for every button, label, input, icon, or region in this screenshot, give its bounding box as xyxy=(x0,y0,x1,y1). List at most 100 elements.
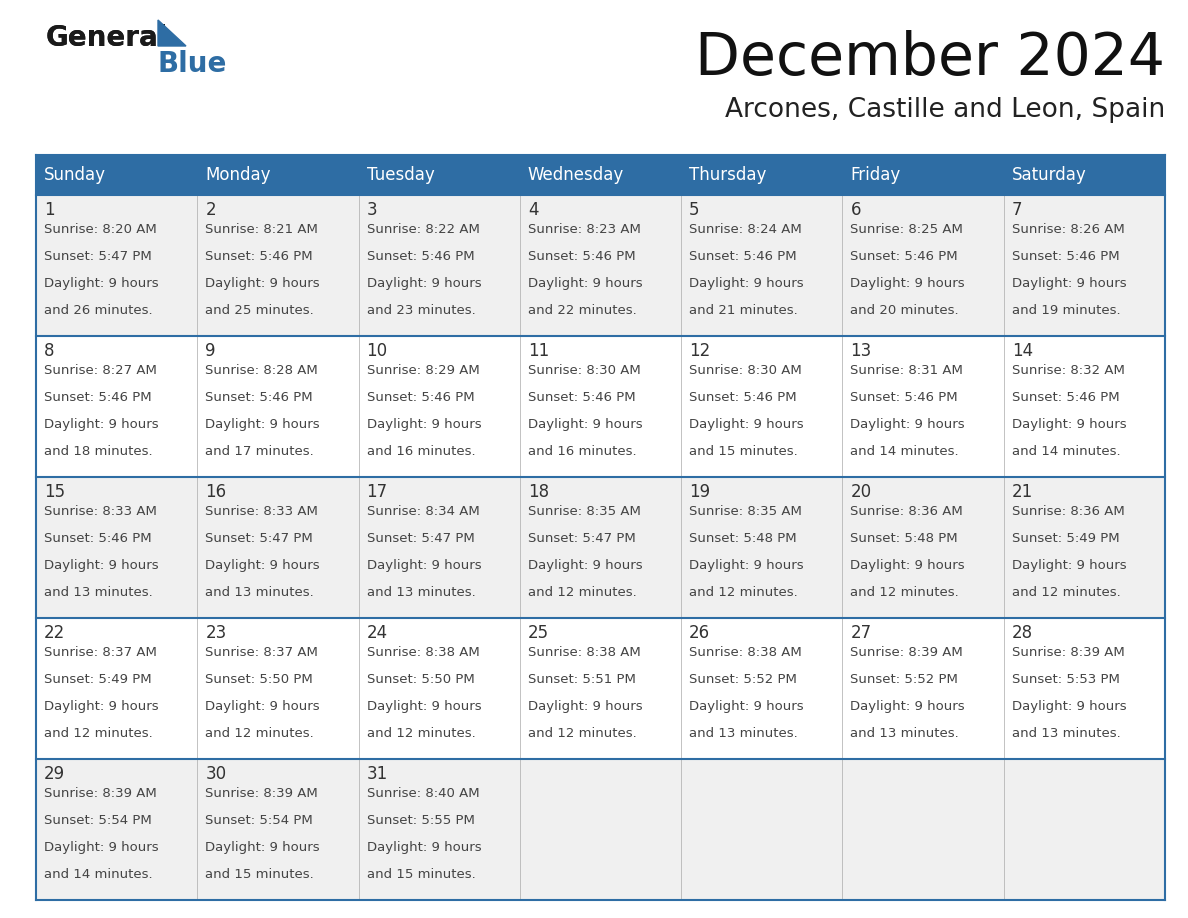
Text: Daylight: 9 hours: Daylight: 9 hours xyxy=(206,418,320,431)
Text: Sunset: 5:47 PM: Sunset: 5:47 PM xyxy=(206,532,312,545)
Text: Daylight: 9 hours: Daylight: 9 hours xyxy=(367,700,481,712)
Text: Daylight: 9 hours: Daylight: 9 hours xyxy=(689,418,804,431)
Text: Sunset: 5:46 PM: Sunset: 5:46 PM xyxy=(206,250,312,263)
Text: Sunrise: 8:36 AM: Sunrise: 8:36 AM xyxy=(851,505,963,518)
Text: 7: 7 xyxy=(1012,201,1022,219)
Text: Daylight: 9 hours: Daylight: 9 hours xyxy=(851,418,965,431)
Text: Sunset: 5:46 PM: Sunset: 5:46 PM xyxy=(44,391,152,404)
Text: 2: 2 xyxy=(206,201,216,219)
Text: Sunset: 5:49 PM: Sunset: 5:49 PM xyxy=(1012,532,1119,545)
Text: General: General xyxy=(46,24,169,52)
Text: Sunset: 5:47 PM: Sunset: 5:47 PM xyxy=(367,532,474,545)
Text: Daylight: 9 hours: Daylight: 9 hours xyxy=(206,700,320,712)
Text: Sunset: 5:46 PM: Sunset: 5:46 PM xyxy=(689,250,797,263)
Text: 11: 11 xyxy=(527,342,549,360)
Text: 9: 9 xyxy=(206,342,216,360)
Text: 24: 24 xyxy=(367,624,387,642)
Bar xyxy=(36,759,1165,900)
Text: Sunrise: 8:34 AM: Sunrise: 8:34 AM xyxy=(367,505,479,518)
Text: and 13 minutes.: and 13 minutes. xyxy=(206,586,314,599)
Text: Sunrise: 8:38 AM: Sunrise: 8:38 AM xyxy=(367,646,479,659)
Text: 8: 8 xyxy=(44,342,55,360)
Text: Arcones, Castille and Leon, Spain: Arcones, Castille and Leon, Spain xyxy=(725,97,1165,123)
Text: and 14 minutes.: and 14 minutes. xyxy=(44,868,152,880)
Text: Daylight: 9 hours: Daylight: 9 hours xyxy=(44,277,159,290)
Text: Sunset: 5:47 PM: Sunset: 5:47 PM xyxy=(44,250,152,263)
Text: and 15 minutes.: and 15 minutes. xyxy=(206,868,314,880)
Text: Sunset: 5:46 PM: Sunset: 5:46 PM xyxy=(367,250,474,263)
Text: 28: 28 xyxy=(1012,624,1032,642)
Text: Daylight: 9 hours: Daylight: 9 hours xyxy=(206,277,320,290)
Text: Sunrise: 8:33 AM: Sunrise: 8:33 AM xyxy=(44,505,157,518)
Text: Sunrise: 8:27 AM: Sunrise: 8:27 AM xyxy=(44,364,157,377)
Text: Sunset: 5:46 PM: Sunset: 5:46 PM xyxy=(367,391,474,404)
Text: 13: 13 xyxy=(851,342,872,360)
Text: and 22 minutes.: and 22 minutes. xyxy=(527,304,637,317)
Bar xyxy=(36,336,1165,477)
Text: Sunrise: 8:38 AM: Sunrise: 8:38 AM xyxy=(689,646,802,659)
Text: 4: 4 xyxy=(527,201,538,219)
Text: Sunset: 5:54 PM: Sunset: 5:54 PM xyxy=(44,814,152,827)
Text: Sunrise: 8:25 AM: Sunrise: 8:25 AM xyxy=(851,223,963,236)
Text: Sunset: 5:46 PM: Sunset: 5:46 PM xyxy=(851,250,958,263)
Text: Daylight: 9 hours: Daylight: 9 hours xyxy=(527,700,643,712)
Text: Daylight: 9 hours: Daylight: 9 hours xyxy=(367,418,481,431)
Text: 19: 19 xyxy=(689,483,710,501)
Text: Sunset: 5:46 PM: Sunset: 5:46 PM xyxy=(44,532,152,545)
Text: and 21 minutes.: and 21 minutes. xyxy=(689,304,798,317)
Text: Sunday: Sunday xyxy=(44,166,106,184)
Text: 27: 27 xyxy=(851,624,872,642)
Text: and 13 minutes.: and 13 minutes. xyxy=(367,586,475,599)
Text: 6: 6 xyxy=(851,201,861,219)
Text: Sunrise: 8:40 AM: Sunrise: 8:40 AM xyxy=(367,787,479,800)
Text: and 12 minutes.: and 12 minutes. xyxy=(1012,586,1120,599)
Text: Sunrise: 8:39 AM: Sunrise: 8:39 AM xyxy=(1012,646,1125,659)
Text: and 12 minutes.: and 12 minutes. xyxy=(689,586,798,599)
Text: Daylight: 9 hours: Daylight: 9 hours xyxy=(851,559,965,572)
Text: 31: 31 xyxy=(367,765,387,783)
Text: Daylight: 9 hours: Daylight: 9 hours xyxy=(1012,700,1126,712)
Text: Daylight: 9 hours: Daylight: 9 hours xyxy=(1012,277,1126,290)
Text: Sunrise: 8:24 AM: Sunrise: 8:24 AM xyxy=(689,223,802,236)
Text: Sunset: 5:54 PM: Sunset: 5:54 PM xyxy=(206,814,312,827)
Text: Sunrise: 8:26 AM: Sunrise: 8:26 AM xyxy=(1012,223,1125,236)
Text: Daylight: 9 hours: Daylight: 9 hours xyxy=(44,841,159,854)
Text: Daylight: 9 hours: Daylight: 9 hours xyxy=(851,700,965,712)
Text: Thursday: Thursday xyxy=(689,166,766,184)
Text: 17: 17 xyxy=(367,483,387,501)
Text: 18: 18 xyxy=(527,483,549,501)
Text: Sunset: 5:46 PM: Sunset: 5:46 PM xyxy=(206,391,312,404)
Text: Friday: Friday xyxy=(851,166,901,184)
Text: Sunset: 5:46 PM: Sunset: 5:46 PM xyxy=(1012,391,1119,404)
Text: 23: 23 xyxy=(206,624,227,642)
Text: and 14 minutes.: and 14 minutes. xyxy=(1012,444,1120,458)
Text: Sunrise: 8:22 AM: Sunrise: 8:22 AM xyxy=(367,223,480,236)
Bar xyxy=(36,195,1165,336)
Text: Sunset: 5:46 PM: Sunset: 5:46 PM xyxy=(1012,250,1119,263)
Text: Sunrise: 8:39 AM: Sunrise: 8:39 AM xyxy=(851,646,963,659)
Text: Sunrise: 8:33 AM: Sunrise: 8:33 AM xyxy=(206,505,318,518)
Text: Daylight: 9 hours: Daylight: 9 hours xyxy=(44,700,159,712)
Text: 16: 16 xyxy=(206,483,227,501)
Text: Sunset: 5:46 PM: Sunset: 5:46 PM xyxy=(689,391,797,404)
Text: and 12 minutes.: and 12 minutes. xyxy=(206,727,314,740)
Text: Sunset: 5:51 PM: Sunset: 5:51 PM xyxy=(527,673,636,686)
Text: Daylight: 9 hours: Daylight: 9 hours xyxy=(527,277,643,290)
Text: 25: 25 xyxy=(527,624,549,642)
Bar xyxy=(36,477,1165,618)
Text: and 25 minutes.: and 25 minutes. xyxy=(206,304,314,317)
Text: Sunrise: 8:28 AM: Sunrise: 8:28 AM xyxy=(206,364,318,377)
Text: and 12 minutes.: and 12 minutes. xyxy=(367,727,475,740)
Text: and 12 minutes.: and 12 minutes. xyxy=(851,586,959,599)
Text: Sunrise: 8:30 AM: Sunrise: 8:30 AM xyxy=(527,364,640,377)
Text: 29: 29 xyxy=(44,765,65,783)
Text: and 13 minutes.: and 13 minutes. xyxy=(689,727,798,740)
Text: Sunrise: 8:32 AM: Sunrise: 8:32 AM xyxy=(1012,364,1125,377)
Text: Sunset: 5:52 PM: Sunset: 5:52 PM xyxy=(689,673,797,686)
Text: and 13 minutes.: and 13 minutes. xyxy=(1012,727,1120,740)
Text: and 12 minutes.: and 12 minutes. xyxy=(44,727,153,740)
Text: Daylight: 9 hours: Daylight: 9 hours xyxy=(206,841,320,854)
Text: Sunset: 5:50 PM: Sunset: 5:50 PM xyxy=(367,673,474,686)
Bar xyxy=(36,155,1165,195)
Text: Wednesday: Wednesday xyxy=(527,166,624,184)
